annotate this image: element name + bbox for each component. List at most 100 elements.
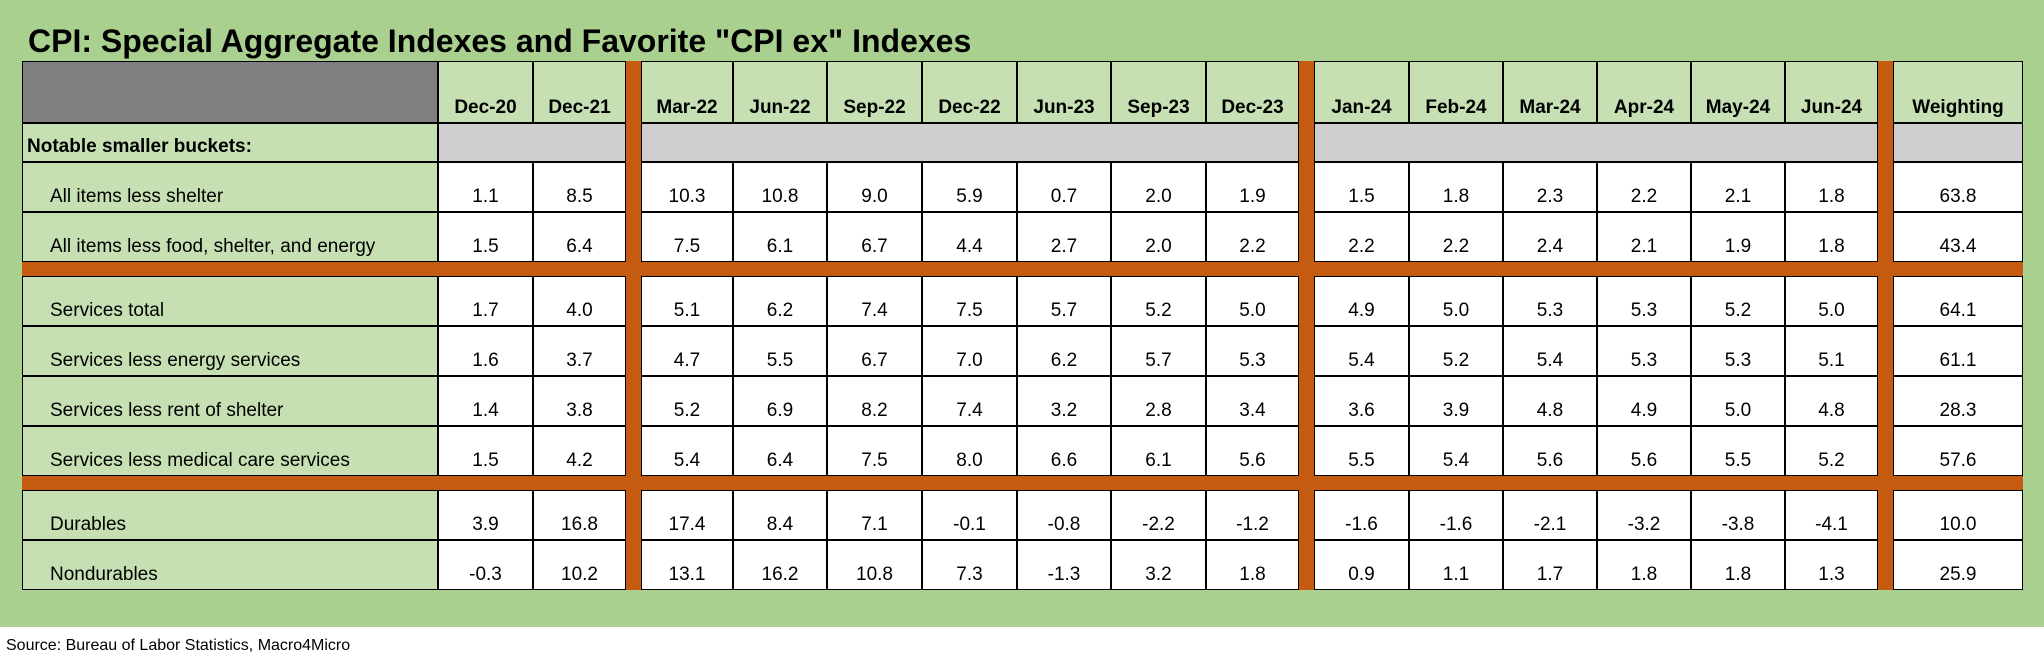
- table-cell: 2.8: [1111, 376, 1206, 426]
- table-cell: 4.7: [641, 326, 733, 376]
- table-cell: 2.1: [1597, 212, 1691, 262]
- table-cell: 2.0: [1111, 212, 1206, 262]
- table-cell: -1.6: [1314, 490, 1409, 540]
- table-cell: 2.0: [1111, 162, 1206, 212]
- column-header: Sep-22: [827, 61, 922, 123]
- table-cell: 5.4: [1409, 426, 1503, 476]
- table-cell: 61.1: [1893, 326, 2023, 376]
- table-cell: 13.1: [641, 540, 733, 590]
- table-cell: 5.3: [1691, 326, 1785, 376]
- table-cell: -0.3: [438, 540, 533, 590]
- table-cell: 1.8: [1206, 540, 1299, 590]
- table-cell: 25.9: [1893, 540, 2023, 590]
- table-cell: 6.9: [733, 376, 827, 426]
- table-cell: 10.2: [533, 540, 626, 590]
- table-cell: 3.4: [1206, 376, 1299, 426]
- table-cell: 5.4: [1503, 326, 1597, 376]
- table-cell: 6.1: [733, 212, 827, 262]
- section-gray-fill: [1314, 123, 1878, 162]
- table-cell: 0.7: [1017, 162, 1111, 212]
- column-header: Jun-24: [1785, 61, 1878, 123]
- column-separator: [1299, 61, 1314, 590]
- table-cell: 5.5: [1314, 426, 1409, 476]
- table-cell: 4.9: [1597, 376, 1691, 426]
- table-cell: 1.6: [438, 326, 533, 376]
- table-cell: 5.7: [1111, 326, 1206, 376]
- table-cell: 1.8: [1785, 212, 1878, 262]
- table-cell: 1.9: [1691, 212, 1785, 262]
- table-cell: 5.0: [1206, 276, 1299, 326]
- table-cell: 1.8: [1597, 540, 1691, 590]
- table-cell: 5.4: [1314, 326, 1409, 376]
- table-cell: 5.6: [1597, 426, 1691, 476]
- row-label: Services less rent of shelter: [22, 376, 438, 426]
- table-cell: 5.5: [733, 326, 827, 376]
- table-cell: -0.8: [1017, 490, 1111, 540]
- row-label: All items less food, shelter, and energy: [22, 212, 438, 262]
- table-cell: 2.2: [1409, 212, 1503, 262]
- table-cell: 5.0: [1785, 276, 1878, 326]
- group-separator: [22, 476, 2023, 490]
- table-cell: 17.4: [641, 490, 733, 540]
- table-cell: 4.2: [533, 426, 626, 476]
- section-gray-fill: [1893, 123, 2023, 162]
- table-cell: 4.8: [1503, 376, 1597, 426]
- column-separator: [626, 61, 641, 590]
- table-cell: 2.2: [1314, 212, 1409, 262]
- table-cell: 5.0: [1691, 376, 1785, 426]
- table-cell: 7.4: [827, 276, 922, 326]
- table-cell: 5.5: [1691, 426, 1785, 476]
- header-corner: [22, 61, 438, 123]
- table-cell: 10.3: [641, 162, 733, 212]
- column-header: Mar-24: [1503, 61, 1597, 123]
- table-cell: 1.8: [1691, 540, 1785, 590]
- table-cell: 6.7: [827, 212, 922, 262]
- table-cell: 8.4: [733, 490, 827, 540]
- table-cell: 1.4: [438, 376, 533, 426]
- table-cell: 1.5: [438, 426, 533, 476]
- column-header: Mar-22: [641, 61, 733, 123]
- table-cell: 5.1: [641, 276, 733, 326]
- table-cell: 64.1: [1893, 276, 2023, 326]
- table-cell: 2.4: [1503, 212, 1597, 262]
- table-cell: 3.9: [438, 490, 533, 540]
- table-cell: 1.8: [1785, 162, 1878, 212]
- table-cell: -1.6: [1409, 490, 1503, 540]
- table-cell: 8.0: [922, 426, 1017, 476]
- table-cell: 5.3: [1597, 326, 1691, 376]
- table-cell: 63.8: [1893, 162, 2023, 212]
- table-cell: 5.2: [1691, 276, 1785, 326]
- table-cell: 7.0: [922, 326, 1017, 376]
- table-cell: 3.2: [1111, 540, 1206, 590]
- table-cell: 5.7: [1017, 276, 1111, 326]
- column-header: Dec-20: [438, 61, 533, 123]
- table-cell: 4.8: [1785, 376, 1878, 426]
- table-cell: 5.2: [1785, 426, 1878, 476]
- table-cell: 1.5: [438, 212, 533, 262]
- table-cell: 5.0: [1409, 276, 1503, 326]
- table-cell: 2.3: [1503, 162, 1597, 212]
- column-header: Sep-23: [1111, 61, 1206, 123]
- table-cell: 1.9: [1206, 162, 1299, 212]
- table-cell: 0.9: [1314, 540, 1409, 590]
- table-cell: 5.3: [1206, 326, 1299, 376]
- table-cell: 6.2: [733, 276, 827, 326]
- table-cell: 4.0: [533, 276, 626, 326]
- table-cell: 5.1: [1785, 326, 1878, 376]
- table-cell: 5.6: [1503, 426, 1597, 476]
- table-cell: 3.8: [533, 376, 626, 426]
- table-cell: 5.2: [1111, 276, 1206, 326]
- table-cell: 6.1: [1111, 426, 1206, 476]
- table-cell: 7.5: [641, 212, 733, 262]
- table-cell: 7.3: [922, 540, 1017, 590]
- table-cell: 5.9: [922, 162, 1017, 212]
- column-header: Jun-22: [733, 61, 827, 123]
- table-cell: 6.2: [1017, 326, 1111, 376]
- table-cell: 3.9: [1409, 376, 1503, 426]
- table-cell: 5.6: [1206, 426, 1299, 476]
- row-label: Services less energy services: [22, 326, 438, 376]
- table-cell: 8.5: [533, 162, 626, 212]
- column-separator: [1878, 61, 1893, 590]
- table-cell: 7.1: [827, 490, 922, 540]
- table-cell: 2.2: [1206, 212, 1299, 262]
